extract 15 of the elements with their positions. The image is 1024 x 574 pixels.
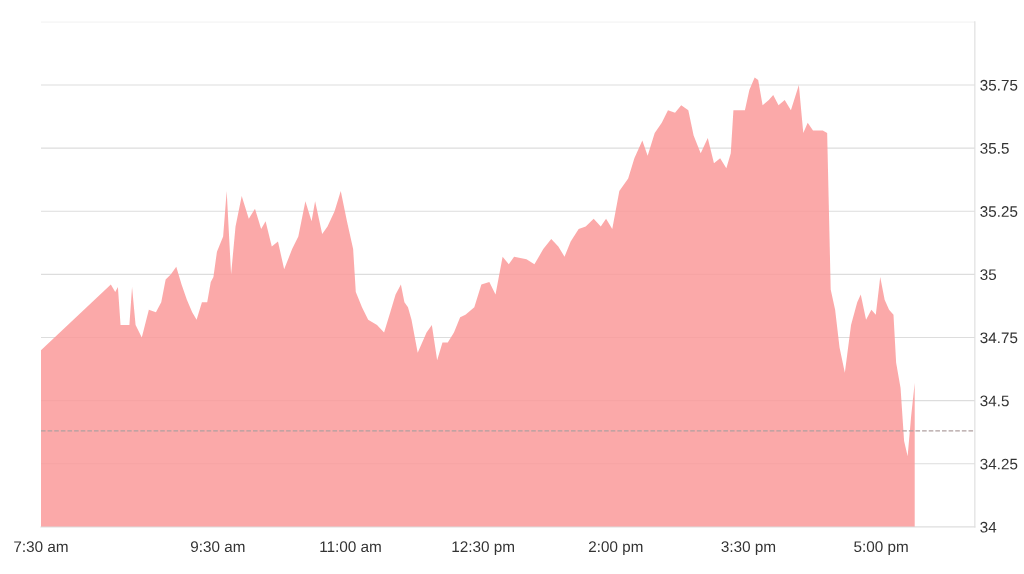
x-tick-label: 12:30 pm	[452, 541, 514, 556]
y-tick-label: 34.5	[980, 395, 1009, 407]
y-tick-label: 34.75	[980, 332, 1018, 344]
x-tick-label: 3:30 pm	[721, 541, 776, 556]
x-tick-label: 2:00 pm	[588, 541, 643, 556]
y-tick-label: 35.5	[980, 142, 1009, 154]
x-tick-label: 7:30 am	[14, 541, 68, 553]
y-tick-label: 35.25	[980, 206, 1018, 217]
y-tick-label: 34	[980, 521, 997, 533]
y-tick-label: 35	[980, 269, 997, 281]
y-tick-label: 34.25	[980, 458, 1018, 470]
x-tick-label: 5:00 pm	[854, 541, 908, 556]
x-tick-label: 9:30 am	[190, 541, 245, 553]
y-tick-label: 35.75	[980, 79, 1018, 91]
x-tick-label: 11:00 am	[320, 541, 381, 553]
